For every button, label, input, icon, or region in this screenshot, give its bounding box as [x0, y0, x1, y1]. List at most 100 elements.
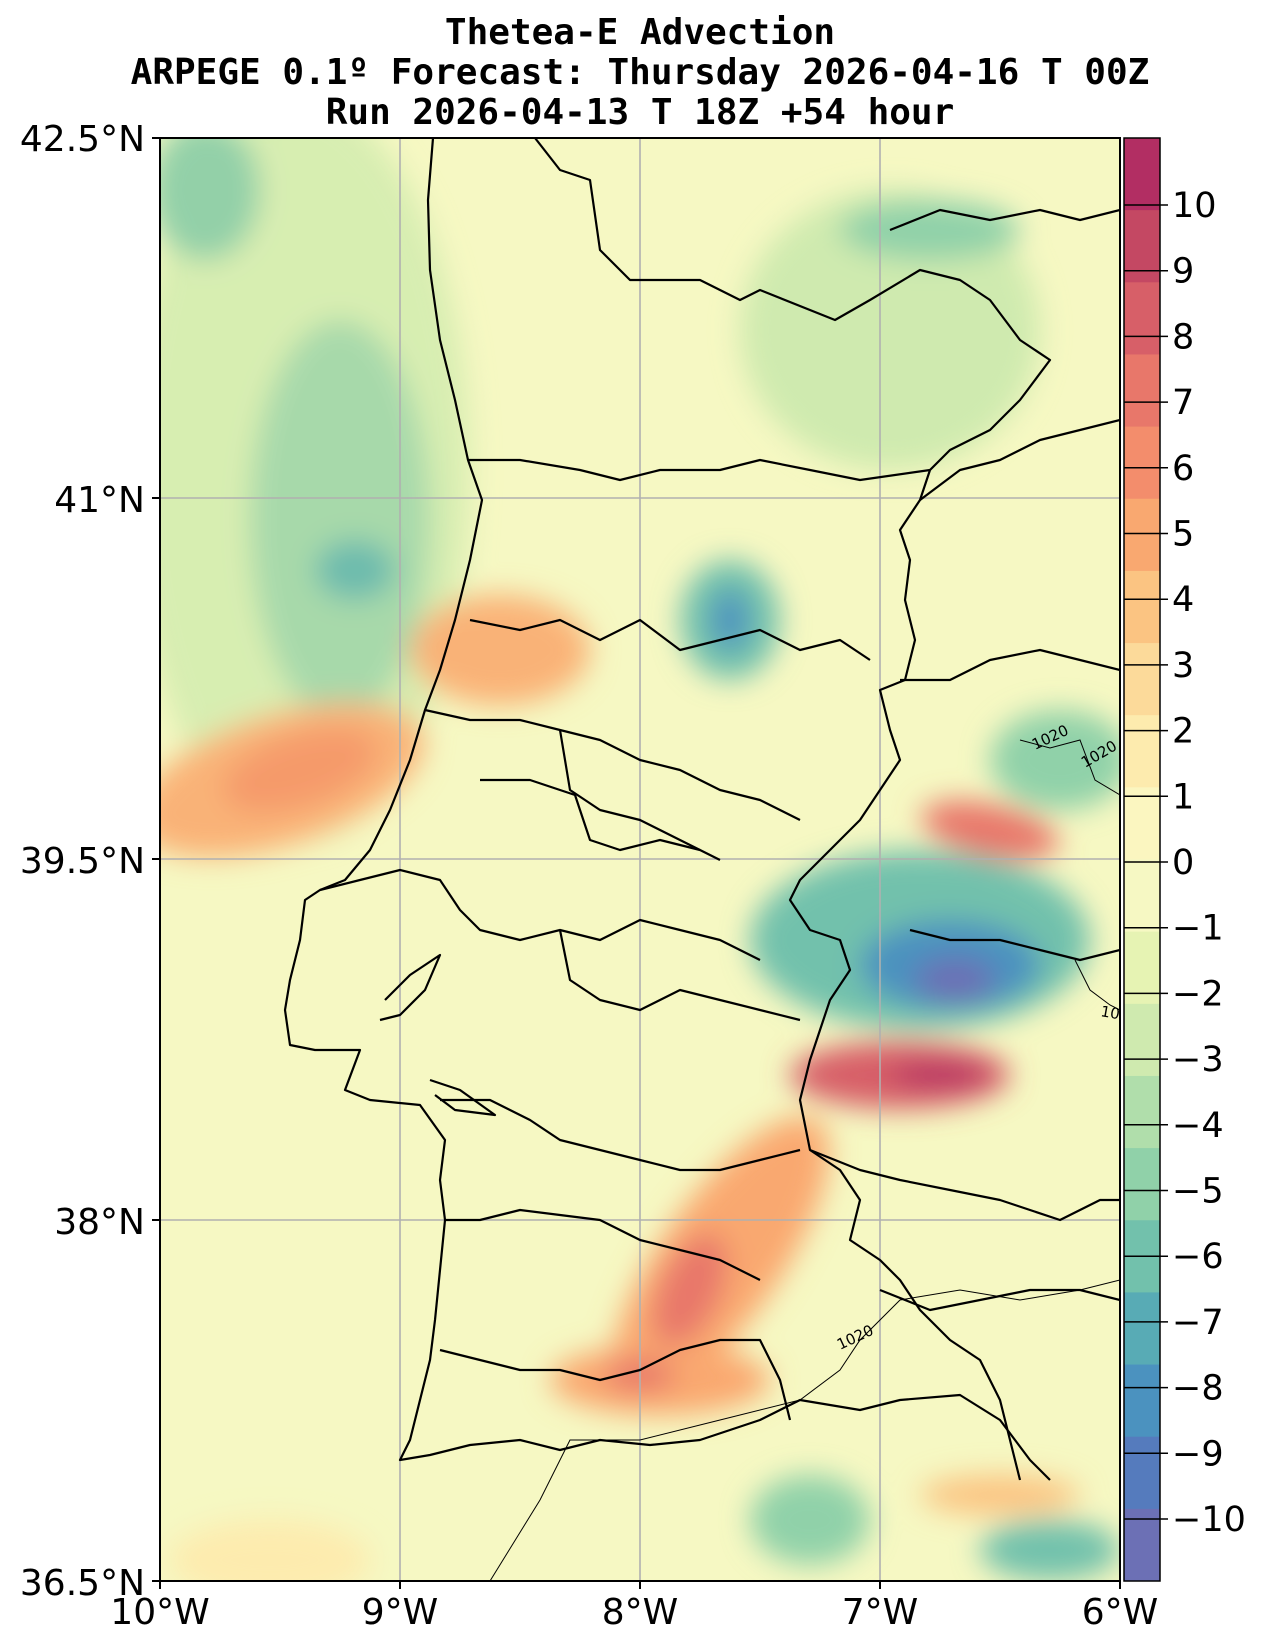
lon-label-10w: 10°W: [110, 1592, 209, 1633]
district-border-6: [319, 868, 761, 961]
colorbar-swatch: [1124, 1508, 1160, 1582]
colorbar-label: −6: [1172, 1237, 1224, 1277]
colorbar-swatch: [1124, 1292, 1160, 1366]
pos-field-west-core: [223, 728, 377, 812]
colorbar-swatch: [1124, 426, 1160, 500]
colorbar-label: 7: [1172, 383, 1194, 423]
lat-axis: [152, 137, 160, 1582]
colorbar-label: 8: [1172, 317, 1194, 357]
colorbar-label: 3: [1172, 646, 1194, 686]
neg-field-west-core: [250, 320, 430, 720]
pos-field-east-south-core: [890, 1063, 990, 1087]
lat-label-38: 38°N: [54, 1202, 145, 1243]
colorbar-label: 4: [1172, 580, 1194, 620]
district-border-11: [879, 1288, 1120, 1312]
neg-field-se-corner: [980, 1520, 1120, 1580]
colorbar-label: −5: [1172, 1172, 1224, 1212]
neg-field-south: [750, 1475, 870, 1565]
colorbar-swatch: [1124, 1364, 1160, 1438]
district-border-7: [558, 929, 801, 1022]
colorbar-swatch: [1124, 138, 1160, 211]
colorbar-label: −3: [1172, 1040, 1224, 1080]
lon-label-7w: 7°W: [842, 1592, 919, 1633]
colorbar-label: 0: [1172, 843, 1194, 883]
lon-label-6w: 6°W: [1082, 1592, 1159, 1633]
district-border-3: [424, 708, 801, 821]
neg-field-far-east: [990, 710, 1120, 810]
colorbar-label: −8: [1172, 1369, 1224, 1409]
colorbar-label: −10: [1172, 1500, 1246, 1540]
pos-field-east-north: [921, 800, 1059, 860]
colorbar-swatch: [1124, 1075, 1160, 1149]
colorbar-swatch: [1124, 1436, 1160, 1510]
neg-field-nw-corner: [160, 138, 260, 260]
colorbar-label: −7: [1172, 1303, 1224, 1343]
lat-label-36-5: 36.5°N: [20, 1563, 145, 1604]
isobars: [489, 739, 1120, 1581]
colorbar-swatch: [1124, 210, 1160, 283]
pos-field-south-core: [652, 1234, 728, 1346]
map-panel: 1020 1020 10 1020: [160, 138, 1121, 1581]
tagus-estuary: [379, 953, 442, 1022]
colorbar-label: 6: [1172, 449, 1194, 489]
coastline: [283, 138, 1051, 1481]
colorbar-frame: [1123, 137, 1161, 1582]
lat-label-41: 41°N: [54, 480, 145, 521]
district-border-4: [558, 729, 721, 861]
neg-field-north-core: [840, 200, 1020, 260]
lon-label-8w: 8°W: [602, 1592, 679, 1633]
district-border-16: [889, 208, 1120, 232]
district-border-5: [480, 778, 701, 852]
colorbar-swatch: [1124, 643, 1160, 716]
lat-label-42-5: 42.5°N: [20, 119, 145, 160]
colorbar-swatch: [1124, 1003, 1160, 1077]
colorbar-label: −4: [1172, 1106, 1224, 1146]
district-border-8: [440, 1098, 801, 1172]
colorbar-label: 5: [1172, 515, 1194, 555]
neg-field-west-inner: [315, 540, 395, 600]
colorbar-label: −9: [1172, 1434, 1224, 1474]
colorbar-swatch: [1124, 354, 1160, 428]
district-border-9: [445, 1208, 761, 1281]
colorbar-swatch: [1124, 715, 1160, 788]
neg-field-north: [740, 190, 1040, 470]
colorbar-swatch: [1124, 859, 1160, 933]
isobar-northeast: [1019, 739, 1120, 796]
colorbar-swatch: [1124, 282, 1160, 355]
title-line-1: Thetea-E Advection: [445, 12, 835, 53]
colorbar-label: 9: [1172, 252, 1194, 292]
lon-axis: [159, 1581, 1121, 1589]
sado-estuary: [429, 1078, 497, 1117]
lat-label-39-5: 39.5°N: [20, 841, 145, 882]
district-border-15: [909, 928, 1120, 962]
district-border-14: [900, 648, 1120, 682]
title-line-3: Run 2026-04-13 T 18Z +54 hour: [326, 92, 955, 133]
district-border-1: [468, 458, 931, 482]
spain-portugal-border: [534, 138, 1052, 1481]
colorbar-swatch: [1124, 570, 1160, 644]
advection-field: [160, 138, 1120, 1581]
colorbar-label: 1: [1172, 777, 1194, 817]
colorbar-label: −2: [1172, 974, 1224, 1014]
neg-field-east-inner: [915, 958, 995, 1002]
colorbar-swatch: [1124, 787, 1160, 860]
colorbar-swatch: [1124, 1148, 1160, 1221]
colorbar-label: 10: [1172, 186, 1217, 226]
district-border-2: [469, 618, 871, 661]
isobar-label-3: 10: [1099, 1002, 1121, 1023]
district-border-12: [809, 1148, 1120, 1222]
isobar-south: [489, 1279, 1120, 1581]
colorbar-swatch: [1124, 498, 1160, 572]
coastline-and-borders: [283, 138, 1120, 1481]
isobar-east: [1074, 959, 1120, 1011]
colorbar-label: −1: [1172, 909, 1224, 949]
title-line-2: ARPEGE 0.1º Forecast: Thursday 2026-04-1…: [131, 52, 1150, 93]
lon-label-9w: 9°W: [362, 1592, 439, 1633]
pos-field-se: [920, 1475, 1080, 1515]
district-border-10: [439, 1338, 792, 1421]
graticule: [160, 138, 1120, 1581]
district-border-13: [919, 418, 1120, 501]
colorbar-swatch: [1124, 931, 1160, 1005]
